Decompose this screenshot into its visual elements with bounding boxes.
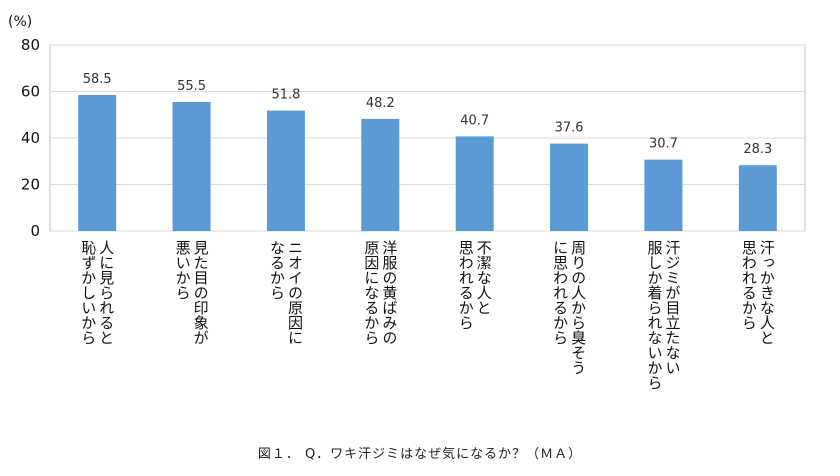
gridlines (49, 44, 806, 232)
category-label-6-line-0: 汗ジミが目立たない (663, 240, 681, 375)
category-label-3-line-0: 洋服の黄ばみの (380, 240, 398, 345)
category-label-5-line-0: 周りの人から臭そう (569, 240, 587, 375)
bar-4 (455, 136, 494, 231)
category-label-5-line-1: に思われるから (551, 240, 569, 345)
category-label-3-line-1: 原因になるから (362, 240, 380, 345)
data-label-4: 40.7 (460, 113, 489, 128)
category-label-1-line-0: 見た目の印象が (192, 240, 210, 345)
category-label-4-line-0: 不潔な人と (475, 240, 493, 315)
y-tick-label-1: 20 (21, 176, 40, 194)
category-label-0-line-1: 恥ずかしいから (79, 240, 97, 345)
y-tick-label-3: 60 (21, 83, 40, 101)
data-label-6: 30.7 (649, 137, 678, 152)
category-label-0-line-0: 人に見られると (97, 240, 115, 345)
category-label-6-line-1: 服しか着られないから (645, 240, 663, 390)
data-label-5: 37.6 (555, 121, 584, 136)
data-label-3: 48.2 (366, 96, 395, 111)
bar-6 (644, 159, 683, 231)
category-label-4-line-1: 思われるから (457, 240, 475, 330)
data-label-0: 58.5 (83, 72, 112, 87)
y-tick-label-4: 80 (21, 36, 40, 54)
category-label-2-line-0: ニオイの原因に (286, 240, 304, 345)
bars (78, 94, 777, 232)
bar-3 (361, 118, 400, 231)
category-label-1-line-1: 悪いから (174, 240, 192, 300)
y-tick-label-0: 0 (30, 222, 40, 240)
y-tick-label-2: 40 (21, 129, 40, 147)
bar-2 (266, 110, 305, 231)
category-label-7-line-0: 汗っかきな人と (758, 240, 776, 345)
bar-5 (550, 143, 589, 231)
data-label-2: 51.8 (271, 88, 300, 103)
category-label-7-line-1: 思われるから (740, 240, 758, 330)
category-label-2-line-1: なるから (268, 240, 286, 300)
y-axis-unit-label: (%) (8, 14, 32, 30)
data-label-1: 55.5 (177, 79, 206, 94)
data-label-7: 28.3 (743, 142, 772, 157)
bar-7 (738, 165, 777, 231)
bar-0 (78, 94, 117, 231)
bar-1 (172, 101, 211, 232)
data-labels: 58.5 55.5 51.8 48.2 40.7 37.6 30.7 28.3 (83, 72, 773, 157)
y-axis-ticks: 0 20 40 60 80 (21, 36, 40, 240)
figure-caption: 図１． Q．ワキ汗ジミはなぜ気になるか？（ＭＡ） (257, 447, 583, 462)
